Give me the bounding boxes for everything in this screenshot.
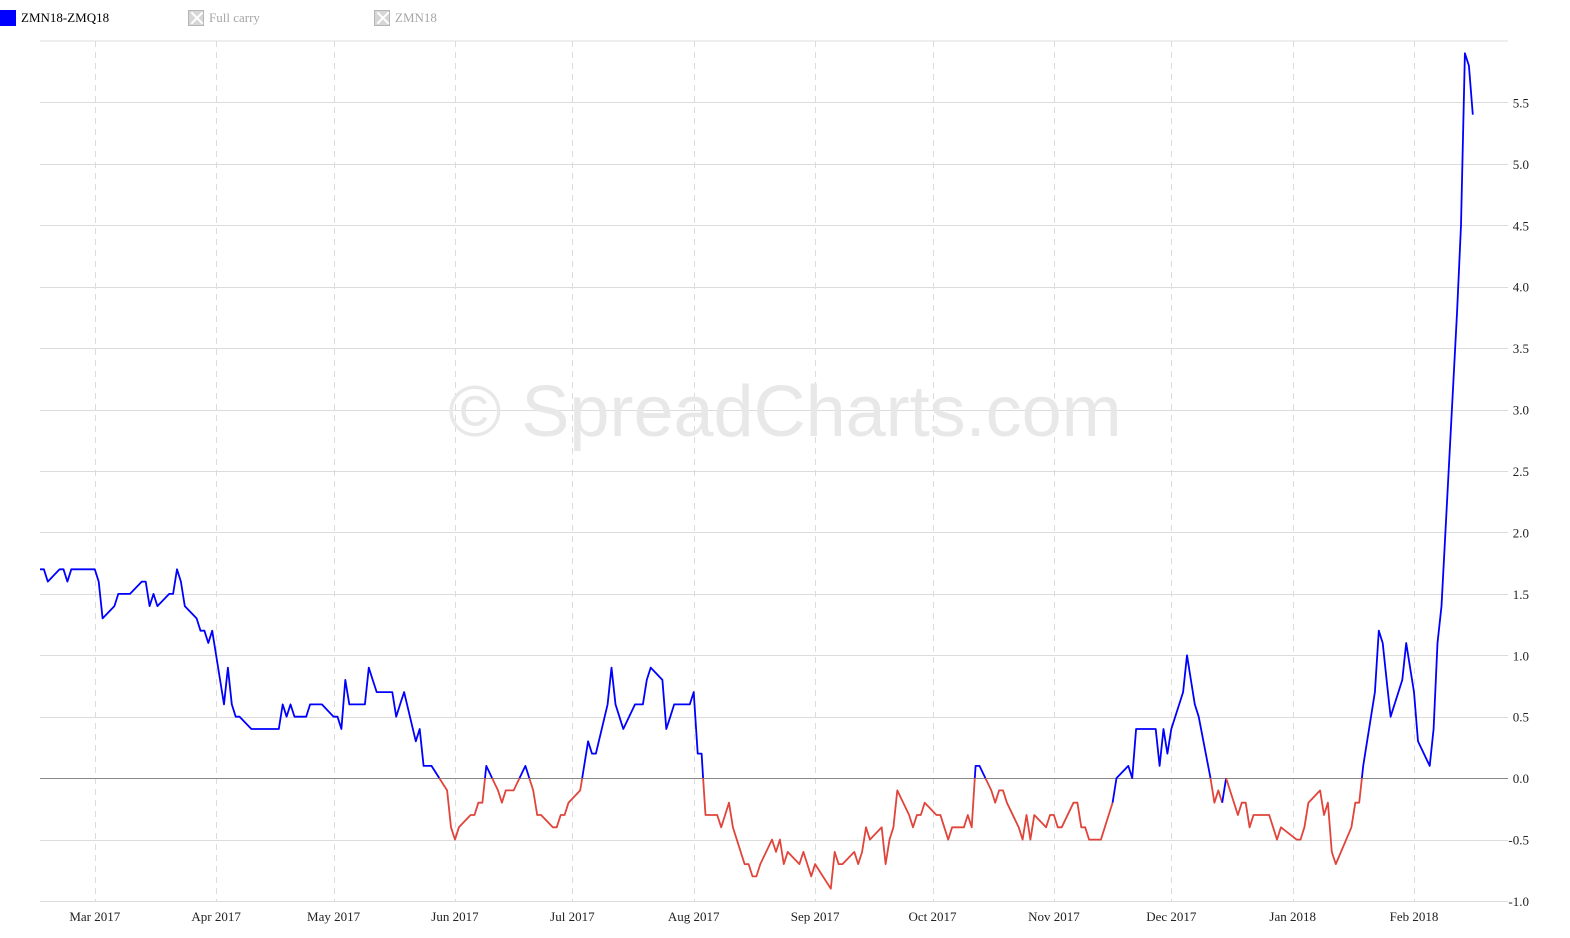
disabled-series-icon: [374, 10, 390, 26]
series-line-below-zero: [491, 777, 521, 804]
x-tick-label: May 2017: [307, 909, 361, 924]
x-tick-label: Oct 2017: [909, 909, 958, 924]
watermark: © SpreadCharts.com: [448, 372, 1121, 452]
y-tick-label: 2.0: [1513, 525, 1529, 540]
y-tick-label: -1.0: [1508, 894, 1529, 909]
y-tick-label: 0.5: [1513, 710, 1529, 725]
y-tick-label: 4.5: [1513, 218, 1529, 233]
y-tick-label: 1.0: [1513, 648, 1529, 663]
legend-item-zmn18-zmq18[interactable]: ZMN18-ZMQ18: [0, 10, 109, 26]
y-tick-label: 0.0: [1513, 771, 1529, 786]
x-tick-label: Dec 2017: [1146, 909, 1197, 924]
legend-label: ZMN18: [395, 10, 437, 25]
legend-item-full-carry[interactable]: Full carry: [188, 10, 260, 26]
y-tick-label: 3.5: [1513, 341, 1529, 356]
disabled-series-icon: [188, 10, 204, 26]
y-tick-label: 2.5: [1513, 464, 1529, 479]
series-line-above-zero: [973, 765, 987, 779]
series-line-above-zero: [40, 568, 441, 779]
series-line-below-zero: [984, 777, 1114, 841]
legend-swatch-blue: [0, 10, 16, 26]
series-zmn18-zmq18: [40, 52, 1474, 890]
x-tick-label: Feb 2018: [1390, 909, 1439, 924]
x-tick-label: Mar 2017: [69, 909, 120, 924]
series-line-above-zero: [1221, 777, 1227, 803]
series-line-below-zero: [1225, 777, 1363, 865]
y-tick-label: 5.5: [1513, 95, 1529, 110]
legend-label: Full carry: [209, 10, 260, 25]
y-tick-label: 1.5: [1513, 587, 1529, 602]
series-line-above-zero: [1361, 52, 1474, 779]
x-tick-label: Sep 2017: [791, 909, 840, 924]
y-axis: -1.0 -0.5 0.0 0.5 1.0 1.5 2.0 2.5 3.0 3.5 4.0 4.5 5.…: [1508, 95, 1529, 909]
series-line-below-zero: [528, 777, 584, 829]
series-line-below-zero: [438, 777, 486, 841]
x-tick-label: Apr 2017: [191, 909, 241, 924]
x-tick-label: Jul 2017: [550, 909, 595, 924]
legend-item-zmn18[interactable]: ZMN18: [374, 10, 437, 26]
y-tick-label: -0.5: [1508, 833, 1529, 848]
series-line-above-zero: [518, 765, 531, 779]
x-tick-label: Jan 2018: [1269, 909, 1316, 924]
series-line-below-zero: [702, 778, 976, 890]
x-tick-label: Aug 2017: [668, 909, 720, 924]
series-line-above-zero: [581, 666, 704, 779]
y-tick-label: 3.0: [1513, 403, 1529, 418]
series-line-above-zero: [1111, 654, 1212, 803]
series-line-above-zero: [484, 765, 493, 779]
x-tick-label: Jun 2017: [431, 909, 479, 924]
grid-lines: [40, 40, 1508, 902]
y-tick-label: 4.0: [1513, 280, 1529, 295]
series-line-below-zero: [1209, 777, 1224, 804]
legend-label: ZMN18-ZMQ18: [21, 10, 110, 25]
x-tick-label: Nov 2017: [1028, 909, 1080, 924]
x-axis: Mar 2017 Apr 2017 May 2017 Jun 2017 Jul 2017…: [69, 909, 1438, 924]
y-tick-label: 5.0: [1513, 157, 1529, 172]
